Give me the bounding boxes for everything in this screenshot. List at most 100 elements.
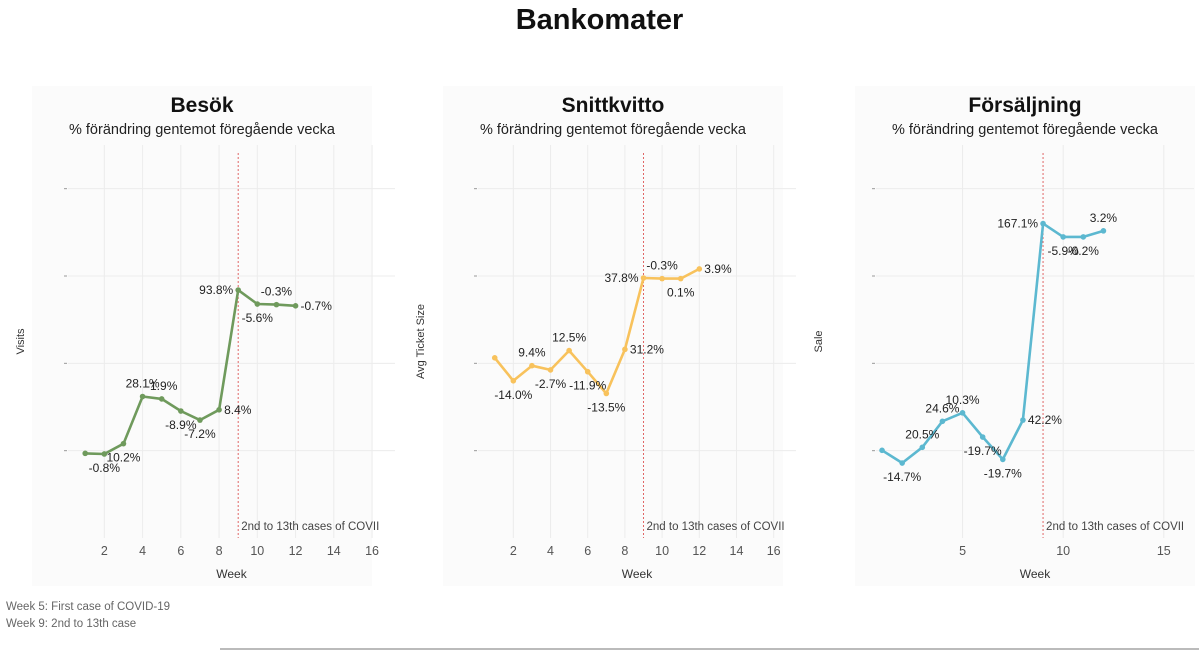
data-point — [879, 447, 885, 454]
data-label: 31.2% — [630, 342, 664, 356]
data-point — [120, 440, 127, 447]
data-point — [139, 393, 146, 400]
data-label: 167.1% — [997, 217, 1038, 231]
data-label: 93.8% — [199, 283, 233, 297]
data-point — [254, 301, 261, 307]
data-point — [158, 396, 165, 402]
y-axis-label: Visits — [15, 328, 27, 355]
data-label: 28.1% — [126, 377, 160, 391]
annotation-label: 2nd to 13th cases of COVII — [1046, 521, 1184, 533]
x-tick-label: 14 — [730, 544, 744, 558]
bottom-divider — [220, 648, 1199, 650]
data-point — [529, 362, 535, 369]
chart-panel-ticket: Snittkvitto % förändring gentemot föregå… — [443, 86, 783, 586]
x-tick-label: 4 — [547, 544, 554, 558]
data-point — [491, 355, 498, 361]
data-point — [979, 434, 986, 440]
x-tick-label: 8 — [621, 544, 628, 558]
data-point — [216, 407, 222, 413]
data-label: -14.7% — [883, 470, 921, 484]
data-label: -7.2% — [184, 427, 216, 441]
data-point — [999, 456, 1006, 463]
data-label: 24.6% — [925, 401, 959, 415]
data-point — [899, 460, 905, 466]
data-label: -19.7% — [964, 444, 1002, 458]
chart-subtitle: % förändring gentemot föregående vecka — [479, 122, 746, 138]
chart-title: Försäljning — [968, 94, 1082, 117]
x-tick-label: 12 — [692, 544, 706, 558]
data-label: 42.2% — [1028, 413, 1062, 427]
data-label: 0.1% — [667, 286, 695, 300]
data-point — [1040, 220, 1046, 227]
data-point — [919, 444, 926, 451]
data-label: -5.6% — [242, 311, 274, 325]
data-label: 12.5% — [552, 331, 586, 345]
x-tick-label: 10 — [250, 544, 264, 558]
data-label: -13.5% — [587, 400, 625, 414]
x-tick-label: 14 — [327, 544, 341, 558]
data-label: -0.3% — [261, 285, 293, 299]
x-tick-label: 4 — [139, 544, 146, 558]
data-label: -19.7% — [984, 466, 1022, 480]
data-point — [939, 418, 946, 425]
data-point — [1020, 417, 1026, 423]
data-point — [101, 451, 108, 457]
x-axis-label: Week — [216, 567, 247, 581]
data-label: -11.9% — [569, 379, 606, 393]
data-label: 3.9% — [704, 262, 732, 276]
series-line — [881, 222, 1104, 465]
y-axis-label: Sale — [813, 330, 825, 352]
data-point — [1100, 228, 1107, 234]
data-point — [510, 378, 517, 384]
data-point — [292, 303, 299, 309]
x-tick-label: 16 — [365, 544, 379, 558]
chart-panel-sales: Försäljning % förändring gentemot föregå… — [855, 86, 1195, 586]
data-point — [959, 410, 966, 416]
annotation-label: 2nd to 13th cases of COVII — [647, 521, 785, 533]
x-axis-label: Week — [1020, 567, 1051, 581]
data-label: -0.2% — [1068, 244, 1100, 258]
page-title: Bankomater — [515, 4, 684, 36]
data-point — [178, 408, 184, 414]
data-point — [197, 417, 203, 423]
footnote-week9: Week 9: 2nd to 13th case — [6, 618, 137, 630]
data-label: -0.3% — [646, 259, 678, 273]
data-point — [273, 301, 280, 308]
data-label: 10.3% — [946, 393, 980, 407]
x-tick-label: 10 — [655, 544, 669, 558]
chart-panel-visits: Besök % förändring gentemot föregående v… — [32, 86, 372, 586]
data-point — [584, 368, 591, 375]
data-point — [566, 347, 572, 354]
data-point — [547, 367, 554, 373]
series-line — [85, 288, 296, 456]
x-axis-label: Week — [622, 567, 653, 581]
data-label: 3.2% — [1090, 211, 1118, 225]
data-label: -8.9% — [165, 418, 197, 432]
data-point — [622, 346, 628, 353]
x-tick-label: 8 — [216, 544, 223, 558]
chart-subtitle: % förändring gentemot föregående vecka — [68, 122, 335, 138]
data-label: -0.7% — [301, 299, 333, 313]
x-tick-label: 16 — [767, 544, 781, 558]
x-tick-label: 6 — [584, 544, 591, 558]
x-tick-label: 2 — [101, 544, 108, 558]
data-point — [603, 390, 610, 397]
data-point — [1060, 234, 1066, 240]
data-point — [677, 275, 684, 282]
data-point — [82, 450, 89, 457]
data-label: 37.8% — [604, 271, 638, 285]
data-label: 9.4% — [518, 346, 546, 360]
data-label: 10.2% — [106, 451, 140, 465]
x-tick-label: 12 — [289, 544, 303, 558]
data-label: -14.0% — [494, 388, 532, 402]
x-tick-label: 10 — [1056, 544, 1070, 558]
data-point — [640, 275, 647, 281]
data-label: -5.9% — [1047, 244, 1079, 258]
annotation-label: 2nd to 13th cases of COVII — [241, 521, 379, 533]
data-point — [696, 266, 703, 272]
y-axis-label: Avg Ticket Size — [415, 304, 427, 379]
chart-title: Snittkvitto — [561, 94, 665, 117]
data-point — [1080, 234, 1087, 240]
x-tick-label: 5 — [959, 544, 966, 558]
